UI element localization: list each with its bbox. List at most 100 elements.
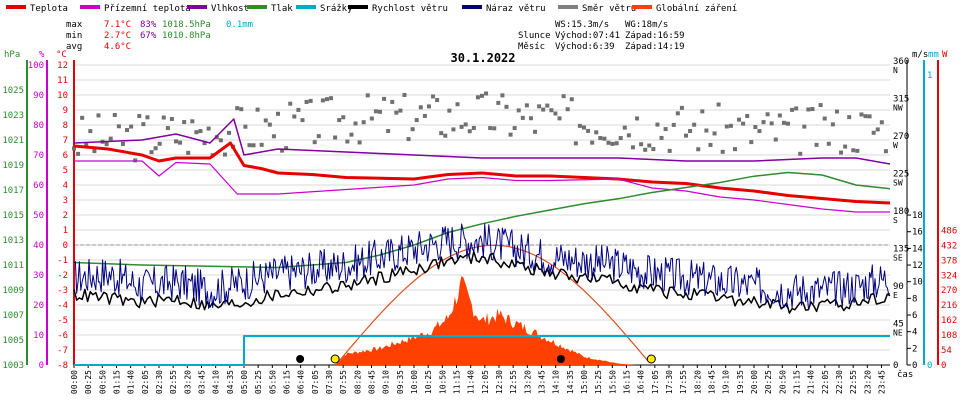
x-tick-label: 23:20 <box>863 370 872 394</box>
series-dir-point <box>565 107 570 112</box>
series-dir-point <box>635 116 640 121</box>
series-dir-point <box>284 146 289 151</box>
series-dir-point <box>728 123 733 128</box>
series-dir-point <box>308 98 313 103</box>
x-tick-label: 18:45 <box>708 370 717 394</box>
astro-moon-label: Měsíc <box>518 42 545 52</box>
stats-block: max 7.1°C 83% 1018.5hPa 0.1mm min 2.7°C … <box>66 20 253 52</box>
series-dir-point <box>296 107 301 112</box>
x-tick-label: 11:15 <box>453 370 462 394</box>
series-dir-point <box>382 96 387 101</box>
series-dir-point <box>528 116 533 121</box>
series-dir-point <box>622 125 627 130</box>
series-dir-point <box>549 108 554 113</box>
series-dir-point <box>439 131 444 136</box>
tick-press: 1015 <box>2 211 24 221</box>
series-dir-point <box>655 122 660 127</box>
tick-dir-letter: SE <box>893 254 903 263</box>
series-dir-point <box>116 124 121 129</box>
tick-temp: -8 <box>57 361 68 371</box>
series-dir-point <box>818 103 823 108</box>
tick-pct: 20 <box>33 301 44 311</box>
tick-temp: 12 <box>57 61 68 71</box>
series-dir-point <box>80 115 85 120</box>
tick-wind: 0 <box>912 361 917 371</box>
x-tick-label: 07:05 <box>311 370 320 394</box>
astro-sun-label: Slunce <box>518 31 551 41</box>
series-dir-point <box>749 140 754 145</box>
tick-wind: 6 <box>912 311 917 321</box>
chart-title: 30.1.2022 <box>450 51 515 65</box>
tick-press: 1023 <box>2 111 24 121</box>
series-dir-point <box>492 126 497 131</box>
tick-press: 1005 <box>2 336 24 346</box>
series-dir-point <box>190 119 195 124</box>
tick-wind: 14 <box>912 244 923 254</box>
legend-label-hum: Vlhkost <box>211 4 249 14</box>
series-dir-point <box>267 122 272 127</box>
series-dir-point <box>516 108 521 113</box>
series-dir-point <box>692 122 697 127</box>
series-dir-point <box>353 121 358 126</box>
unit-w: W <box>942 50 948 60</box>
tick-temp: 5 <box>63 166 68 176</box>
x-tick-label: 20:50 <box>778 370 787 394</box>
series-dir-point <box>569 97 574 102</box>
x-tick-label: 00:50 <box>98 370 107 394</box>
series-dir-point <box>688 129 693 134</box>
x-tick-label: 17:55 <box>679 370 688 394</box>
series-dir-point <box>798 151 803 156</box>
x-tick-label: 12:30 <box>495 370 504 394</box>
stats-avg-label: avg <box>66 42 82 52</box>
tick-wind: 12 <box>912 261 923 271</box>
series-dir-point <box>337 118 342 123</box>
astro-sun-rise: Východ:07:41 <box>555 31 620 41</box>
x-tick-label: 06:15 <box>283 370 292 394</box>
series-dir-point <box>863 114 868 119</box>
series-dir-point <box>757 129 762 134</box>
tick-temp: -2 <box>57 271 68 281</box>
series-dir-point <box>129 124 134 129</box>
tick-temp: 11 <box>57 76 68 86</box>
tick-wind: 8 <box>912 294 917 304</box>
series-dir-point <box>875 127 880 132</box>
series-dir-point <box>814 142 819 147</box>
x-tick-label: 07:55 <box>339 370 348 394</box>
series-dir-point <box>512 126 517 131</box>
series-dir-point <box>276 111 280 116</box>
series-dir-point <box>202 141 207 146</box>
series-dir-point <box>879 120 884 125</box>
unit-degc: °C <box>56 50 67 60</box>
tick-temp: 10 <box>57 91 68 101</box>
tick-pct: 40 <box>33 241 44 251</box>
x-tick-label: 14:10 <box>552 370 561 394</box>
series-dir-point <box>883 149 888 154</box>
series-dir-point <box>104 142 109 147</box>
series-náraz-větru <box>73 223 891 309</box>
series-dir-point <box>263 118 268 123</box>
series-dir-point <box>361 120 366 125</box>
x-tick-label: 04:35 <box>226 370 235 394</box>
series-dir-point <box>300 118 305 123</box>
legend-label-gust: Náraz větru <box>486 4 546 14</box>
tick-press: 1007 <box>2 311 24 321</box>
series-dir-point <box>243 124 248 129</box>
x-tick-label: 04:10 <box>212 370 221 394</box>
series-dir-point <box>557 116 562 121</box>
series-dir-point <box>324 97 329 102</box>
series-dir-point <box>333 135 338 140</box>
series-dir-point <box>859 112 864 117</box>
series-dir-point <box>843 144 848 149</box>
series-dir-point <box>398 108 403 113</box>
series-dir-point <box>459 124 464 129</box>
series-dir-point <box>373 109 378 114</box>
series-dir-point <box>169 116 174 121</box>
series-dir-point <box>573 141 578 146</box>
series-dir-point <box>88 129 93 134</box>
series-dir-point <box>745 113 750 118</box>
tick-dir-letter: NE <box>893 329 903 338</box>
x-tick-label: 03:45 <box>198 370 207 394</box>
series-dir-point <box>794 106 799 111</box>
series-dir-point <box>659 135 664 140</box>
